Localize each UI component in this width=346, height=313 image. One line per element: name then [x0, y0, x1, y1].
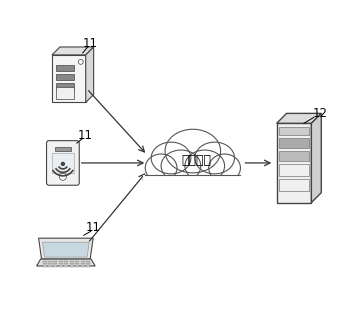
Bar [279, 164, 309, 176]
Bar [48, 263, 52, 264]
Text: 11: 11 [83, 37, 98, 49]
Bar [56, 83, 74, 89]
Ellipse shape [185, 150, 225, 182]
Bar [279, 127, 309, 135]
Circle shape [60, 173, 66, 180]
Bar [279, 151, 309, 161]
Ellipse shape [161, 150, 201, 182]
Bar [81, 263, 85, 264]
Text: 12: 12 [312, 107, 327, 120]
Polygon shape [86, 47, 94, 102]
Ellipse shape [145, 154, 177, 182]
Bar [43, 265, 46, 266]
Bar [279, 138, 309, 148]
Bar [64, 263, 69, 264]
Bar [43, 260, 46, 262]
Polygon shape [39, 238, 93, 259]
Bar [143, 175, 243, 205]
Bar [48, 260, 52, 262]
Bar [75, 263, 79, 264]
Polygon shape [52, 47, 94, 55]
Circle shape [61, 162, 64, 165]
Polygon shape [52, 55, 86, 102]
Bar [52, 153, 74, 173]
Bar [81, 265, 85, 266]
Text: 11: 11 [77, 129, 92, 142]
Bar [75, 265, 79, 266]
Bar [75, 260, 79, 262]
Polygon shape [43, 242, 89, 257]
Bar [81, 260, 85, 262]
Circle shape [78, 59, 83, 64]
Bar [56, 74, 74, 80]
Polygon shape [37, 259, 95, 266]
Bar [59, 263, 63, 264]
Bar [56, 87, 74, 99]
Bar [86, 260, 90, 262]
Bar [70, 260, 74, 262]
Bar [43, 263, 46, 264]
Bar [54, 265, 57, 266]
Bar [279, 179, 309, 191]
Text: 11: 11 [86, 221, 101, 234]
Bar [59, 265, 63, 266]
Ellipse shape [209, 154, 240, 182]
FancyBboxPatch shape [46, 141, 79, 185]
Polygon shape [311, 113, 321, 203]
Bar [70, 265, 74, 266]
Bar [86, 263, 90, 264]
Bar [54, 263, 57, 264]
Text: 通信网络: 通信网络 [182, 154, 212, 167]
Ellipse shape [151, 142, 191, 174]
Bar [54, 260, 57, 262]
Bar [56, 65, 74, 71]
Bar [48, 265, 52, 266]
Polygon shape [277, 123, 311, 203]
Bar [64, 260, 69, 262]
Ellipse shape [165, 129, 221, 173]
Bar [59, 260, 63, 262]
Ellipse shape [195, 142, 235, 174]
Bar [86, 265, 90, 266]
Bar [64, 265, 69, 266]
Bar [55, 147, 71, 151]
Bar [70, 263, 74, 264]
Polygon shape [277, 113, 321, 123]
